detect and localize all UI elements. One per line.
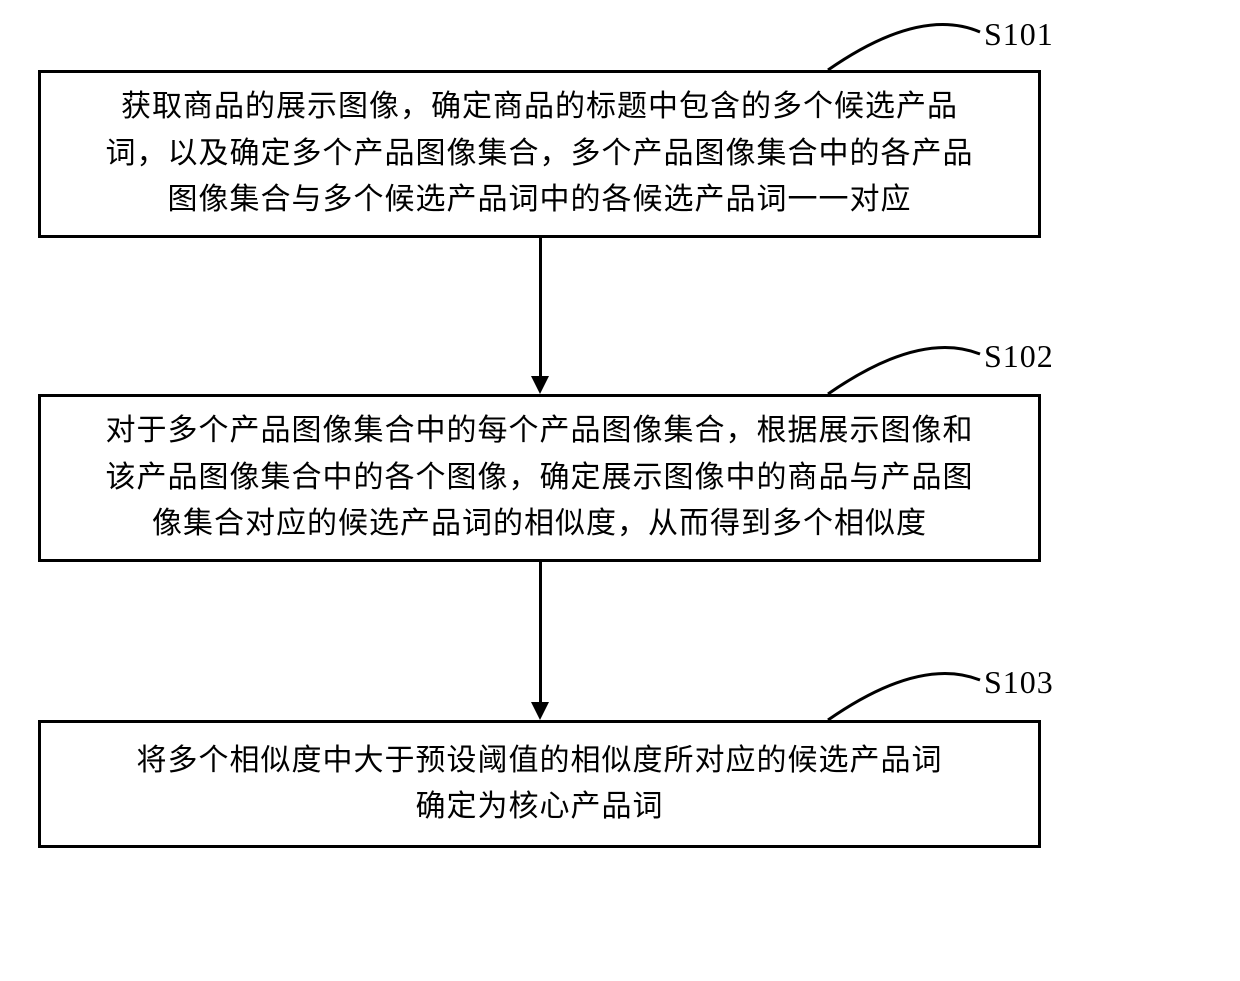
flowchart-canvas: 获取商品的展示图像，确定商品的标题中包含的多个候选产品 词，以及确定多个产品图像… <box>0 0 1240 981</box>
step-label-s103: S103 <box>984 664 1054 701</box>
swoosh-path-s103 <box>828 673 980 720</box>
swoosh-s103 <box>0 0 1240 981</box>
